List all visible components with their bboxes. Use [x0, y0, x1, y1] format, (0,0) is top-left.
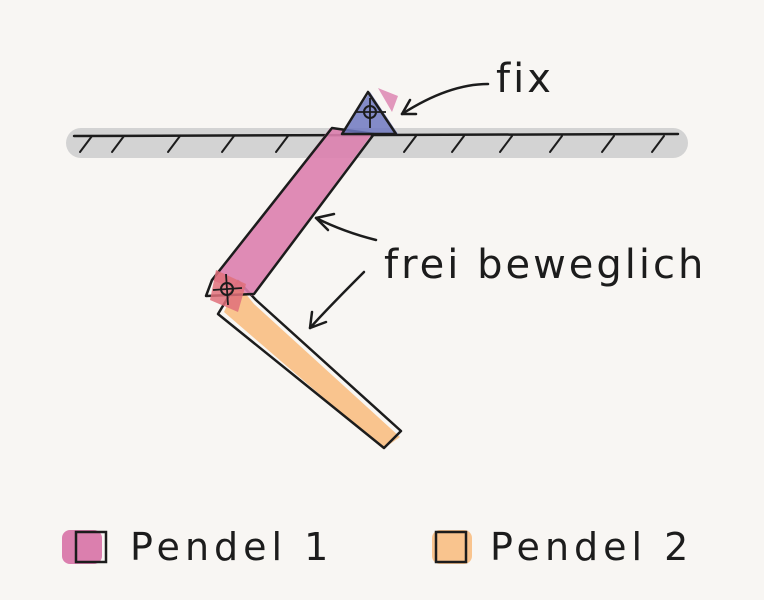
- legend-item-pendel-1: Pendel 1: [62, 525, 333, 569]
- fixed-pivot: [342, 88, 398, 134]
- arrows: [310, 84, 488, 328]
- legend-label-pendel-1: Pendel 1: [130, 525, 333, 569]
- label-fix: fix: [496, 56, 554, 102]
- pendulum-2: [218, 281, 401, 449]
- label-free: frei beweglich: [384, 242, 706, 288]
- legend-swatch-pendel-1: [62, 530, 102, 564]
- arrow-free-2: [310, 272, 364, 328]
- arrow-fix: [402, 84, 488, 114]
- pivot-pink-tip: [378, 88, 398, 112]
- arrow-free-1: [316, 214, 376, 240]
- pendulum-2-fill: [224, 283, 400, 449]
- legend: Pendel 1 Pendel 2: [62, 525, 693, 569]
- legend-item-pendel-2: Pendel 2: [432, 525, 693, 569]
- legend-label-pendel-2: Pendel 2: [490, 525, 693, 569]
